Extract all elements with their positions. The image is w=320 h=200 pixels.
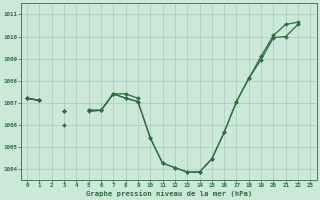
X-axis label: Graphe pression niveau de la mer (hPa): Graphe pression niveau de la mer (hPa) (86, 190, 252, 197)
